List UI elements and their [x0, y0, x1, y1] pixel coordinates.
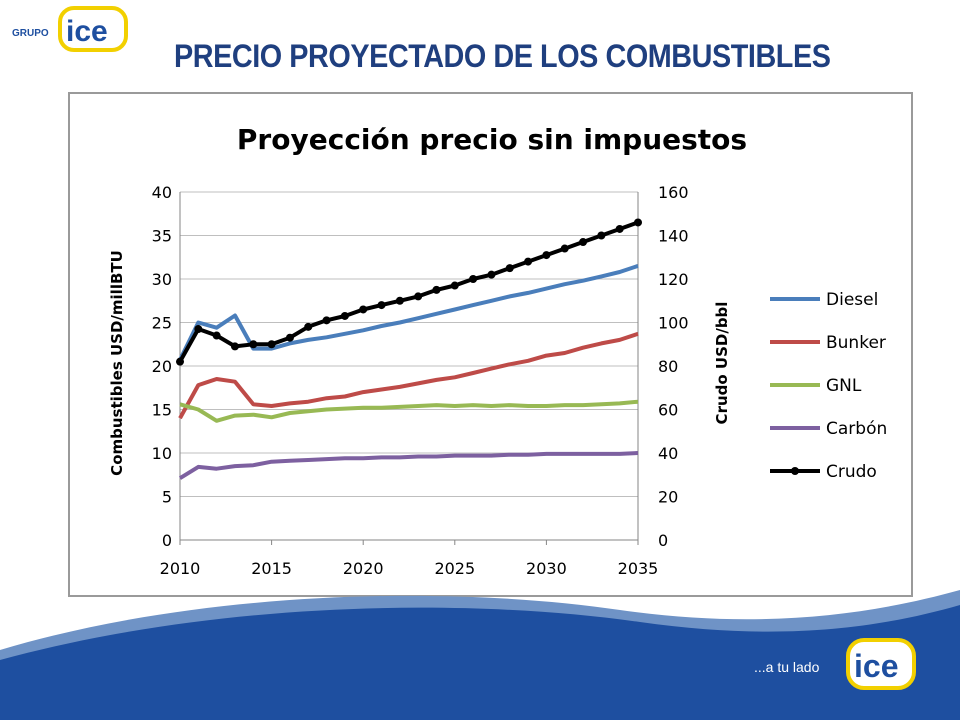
x-tick-label: 2035 — [618, 559, 659, 578]
y-tick-label: 10 — [152, 444, 172, 463]
data-point-crudo — [450, 281, 459, 290]
data-point-crudo — [542, 251, 551, 260]
fuel-price-chart: Proyección precio sin impuestos 0 5 10 15 20… — [108, 123, 887, 578]
series-lines — [176, 218, 642, 480]
y2-tick-label: 120 — [658, 270, 689, 289]
data-point-crudo — [212, 331, 221, 340]
y2-tick-label: 60 — [658, 401, 678, 420]
axes — [179, 192, 639, 545]
data-point-crudo — [432, 285, 441, 294]
data-point-crudo — [249, 340, 258, 349]
x-tick-label: 2025 — [434, 559, 475, 578]
legend: Diesel Bunker GNL Carbón Crudo — [770, 290, 887, 482]
footer-wave — [0, 590, 960, 720]
series-line-diesel — [178, 264, 639, 361]
chart-frame: Proyección precio sin impuestos 0 5 10 15 20… — [68, 92, 913, 597]
y-tick-label: 35 — [152, 227, 172, 246]
x-tick-label: 2030 — [526, 559, 567, 578]
y2-tick-label: 80 — [658, 357, 678, 376]
y2-tick-label: 160 — [658, 183, 689, 202]
data-point-crudo — [634, 218, 642, 227]
data-point-crudo — [505, 264, 514, 273]
data-point-crudo — [524, 257, 533, 266]
footer-logo-brand: ice — [854, 648, 898, 684]
data-point-crudo — [560, 244, 569, 253]
data-point-crudo — [230, 342, 239, 351]
x-tick-label: 2020 — [343, 559, 384, 578]
data-point-crudo — [267, 340, 276, 349]
footer-wave-dark — [0, 605, 960, 720]
series-line-gnl — [179, 399, 639, 423]
y-tick-label: 0 — [162, 531, 172, 550]
data-point-crudo — [579, 238, 588, 247]
y2-tick-label: 20 — [658, 488, 678, 507]
logo-badge — [58, 6, 128, 52]
data-point-crudo — [377, 301, 386, 310]
y-tick-label: 30 — [152, 270, 172, 289]
data-point-crudo — [322, 316, 331, 325]
data-point-crudo — [615, 224, 624, 233]
legend-label-gnl: GNL — [826, 376, 862, 396]
grupo-ice-logo: GRUPO ice — [12, 6, 128, 52]
data-point-crudo — [597, 231, 606, 240]
legend-label-diesel: Diesel — [826, 290, 878, 310]
footer-logo-badge — [846, 638, 916, 690]
data-point-crudo — [194, 325, 203, 334]
y2-tick-label: 140 — [658, 227, 689, 246]
series-line-carb-n — [178, 451, 639, 480]
data-point-crudo — [304, 322, 313, 331]
logo-group-text: GRUPO — [12, 28, 49, 39]
footer-logo: ...a tu lado ice — [754, 638, 916, 690]
logo-brand-text: ice — [66, 15, 108, 48]
legend-marker-crudo — [791, 467, 799, 475]
y2-tick-label: 0 — [658, 531, 668, 550]
y-tick-label: 15 — [152, 401, 172, 420]
y-tick-label: 5 — [162, 488, 172, 507]
grid-lines — [180, 191, 638, 541]
data-point-crudo — [285, 333, 294, 342]
data-point-crudo — [395, 296, 404, 305]
legend-label-carb-n: Carbón — [826, 419, 887, 439]
y2-tick-label: 40 — [658, 444, 678, 463]
data-point-crudo — [340, 311, 349, 320]
series-line-bunker — [178, 331, 639, 420]
legend-label-crudo: Crudo — [826, 462, 877, 482]
x-tick-label: 2010 — [160, 559, 201, 578]
data-point-crudo — [487, 270, 496, 279]
legend-label-bunker: Bunker — [826, 333, 886, 353]
data-point-crudo — [176, 357, 184, 366]
data-point-crudo — [359, 305, 368, 314]
y-tick-label: 25 — [152, 314, 172, 333]
y-axis-label: Combustibles USD/millBTU — [108, 250, 126, 476]
tick-labels: 0510152025303540020406080100120140160201… — [152, 183, 689, 578]
y2-axis-label: Crudo USD/bbl — [713, 302, 731, 425]
x-tick-label: 2015 — [251, 559, 292, 578]
y-tick-label: 40 — [152, 183, 172, 202]
y2-tick-label: 100 — [658, 314, 689, 333]
slide-title: PRECIO PROYECTADO DE LOS COMBUSTIBLES — [174, 38, 831, 74]
data-point-crudo — [469, 275, 478, 283]
data-point-crudo — [414, 292, 423, 301]
footer-tagline: ...a tu lado — [754, 659, 820, 675]
y-tick-label: 20 — [152, 357, 172, 376]
chart-title: Proyección precio sin impuestos — [237, 123, 747, 156]
